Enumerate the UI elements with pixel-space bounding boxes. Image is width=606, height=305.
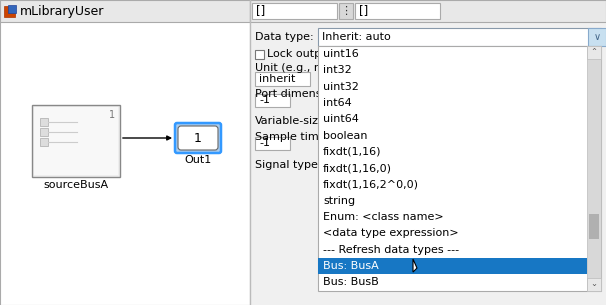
FancyBboxPatch shape	[8, 5, 16, 13]
FancyBboxPatch shape	[255, 72, 310, 86]
Text: -1: -1	[259, 138, 270, 148]
Text: Unit (e.g., m: Unit (e.g., m	[255, 63, 325, 73]
Text: Bus: BusB: Bus: BusB	[323, 277, 379, 287]
Text: --- Refresh data types ---: --- Refresh data types ---	[323, 245, 459, 255]
Text: uint64: uint64	[323, 114, 359, 124]
FancyBboxPatch shape	[587, 278, 601, 290]
FancyBboxPatch shape	[40, 138, 48, 146]
FancyBboxPatch shape	[355, 3, 440, 19]
FancyBboxPatch shape	[250, 0, 606, 305]
Polygon shape	[413, 259, 417, 272]
Text: fixdt(1,16): fixdt(1,16)	[323, 147, 382, 157]
Text: ⌃: ⌃	[590, 48, 598, 57]
FancyBboxPatch shape	[255, 94, 290, 107]
Text: fixdt(1,16,0): fixdt(1,16,0)	[323, 163, 392, 173]
FancyBboxPatch shape	[0, 0, 250, 22]
FancyBboxPatch shape	[588, 28, 606, 46]
FancyBboxPatch shape	[34, 107, 118, 175]
Text: Sample time: Sample time	[255, 132, 325, 142]
Text: inherit: inherit	[259, 74, 295, 84]
Text: 1: 1	[194, 131, 202, 145]
FancyBboxPatch shape	[318, 258, 587, 274]
Text: ⌄: ⌄	[590, 279, 598, 289]
Text: Bus: BusA: Bus: BusA	[323, 261, 379, 271]
Text: int32: int32	[323, 66, 351, 75]
Text: []: []	[256, 5, 265, 17]
Text: ⋮: ⋮	[341, 6, 351, 16]
Text: ∨: ∨	[593, 32, 601, 42]
Text: fixdt(1,16,2^0,0): fixdt(1,16,2^0,0)	[323, 180, 419, 189]
Text: -1: -1	[259, 95, 270, 105]
FancyBboxPatch shape	[318, 28, 601, 46]
Text: uint16: uint16	[323, 49, 359, 59]
FancyBboxPatch shape	[175, 123, 221, 153]
FancyBboxPatch shape	[587, 46, 601, 59]
Text: Data type:: Data type:	[255, 32, 314, 42]
Text: uint32: uint32	[323, 82, 359, 92]
FancyBboxPatch shape	[589, 214, 599, 239]
Text: Enum: <class name>: Enum: <class name>	[323, 212, 444, 222]
Text: Port dimens: Port dimens	[255, 89, 322, 99]
FancyBboxPatch shape	[318, 46, 601, 290]
FancyBboxPatch shape	[0, 0, 250, 305]
FancyBboxPatch shape	[178, 126, 218, 150]
FancyBboxPatch shape	[255, 137, 290, 150]
Text: mLibraryUser: mLibraryUser	[20, 5, 104, 17]
FancyBboxPatch shape	[587, 46, 601, 290]
FancyBboxPatch shape	[255, 50, 264, 59]
Text: sourceBusA: sourceBusA	[44, 180, 108, 190]
Text: <data type expression>: <data type expression>	[323, 228, 459, 239]
FancyBboxPatch shape	[40, 118, 48, 126]
Text: int64: int64	[323, 98, 351, 108]
FancyBboxPatch shape	[250, 0, 606, 22]
FancyBboxPatch shape	[32, 105, 120, 177]
Text: Out1: Out1	[184, 155, 211, 165]
FancyBboxPatch shape	[339, 3, 353, 19]
Text: Lock outp: Lock outp	[267, 49, 321, 59]
FancyBboxPatch shape	[252, 3, 337, 19]
FancyBboxPatch shape	[40, 128, 48, 136]
Text: string: string	[323, 196, 355, 206]
Text: 1: 1	[109, 110, 115, 120]
Text: Variable-size: Variable-size	[255, 116, 326, 126]
Text: Inherit: auto: Inherit: auto	[322, 32, 391, 42]
Text: []: []	[359, 5, 368, 17]
Text: boolean: boolean	[323, 131, 367, 141]
Text: Signal type:: Signal type:	[255, 160, 322, 170]
FancyBboxPatch shape	[4, 6, 15, 17]
